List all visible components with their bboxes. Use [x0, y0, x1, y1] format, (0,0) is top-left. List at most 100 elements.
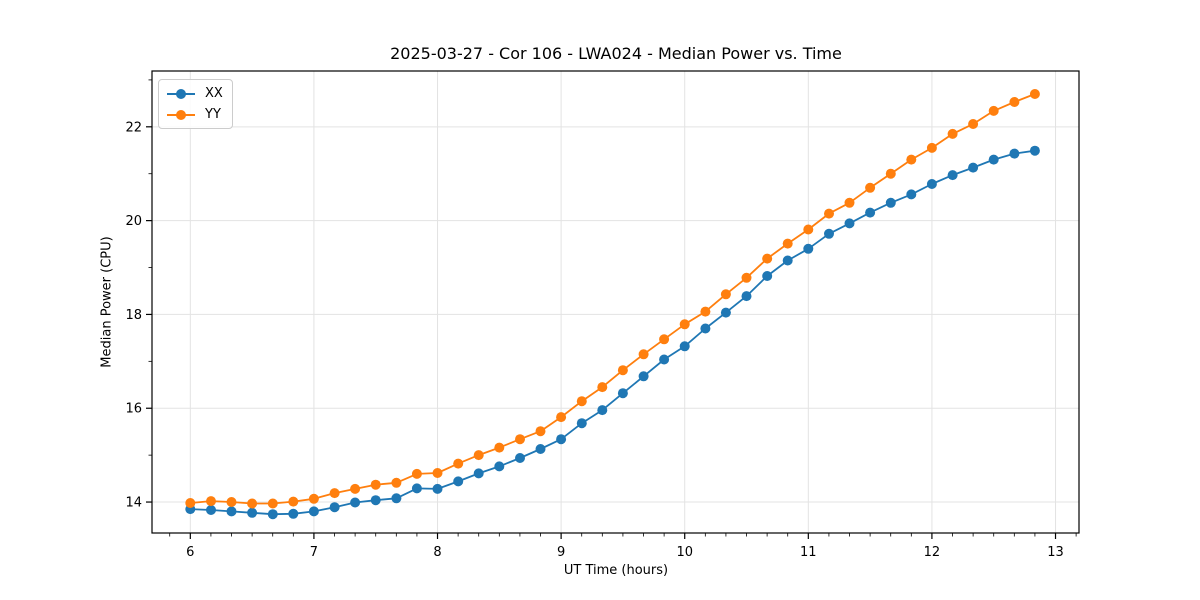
data-point-yy — [432, 468, 443, 478]
plot-frame — [151, 70, 1080, 534]
x-tick-label: 7 — [310, 545, 318, 560]
data-point-yy — [556, 412, 567, 423]
data-point-xx — [535, 444, 546, 454]
data-point-xx — [597, 405, 608, 416]
data-point-yy — [824, 208, 834, 219]
data-point-xx — [494, 461, 505, 472]
data-point-yy — [782, 238, 793, 249]
data-point-yy — [185, 498, 196, 508]
x-tick-label: 9 — [557, 545, 565, 560]
data-point-yy — [968, 119, 979, 129]
data-point-xx — [515, 453, 525, 463]
x-tick-label: 13 — [1047, 545, 1064, 560]
data-point-xx — [329, 502, 340, 513]
data-point-yy — [494, 442, 505, 453]
data-point-xx — [968, 162, 979, 173]
data-point-yy — [844, 197, 855, 208]
series-line-yy — [189, 93, 1036, 505]
data-point-yy — [865, 182, 876, 193]
data-point-xx — [350, 497, 361, 508]
data-point-xx — [885, 197, 896, 208]
data-point-yy — [617, 365, 628, 376]
data-point-xx — [844, 218, 855, 229]
data-point-xx — [308, 506, 319, 517]
data-point-yy — [741, 272, 752, 283]
data-point-xx — [700, 323, 711, 334]
data-point-yy — [1009, 97, 1020, 107]
data-point-yy — [370, 479, 381, 490]
data-point-yy — [453, 458, 464, 469]
data-point-yy — [391, 477, 402, 488]
data-point-yy — [679, 319, 690, 330]
data-point-xx — [267, 509, 278, 520]
data-point-yy — [947, 128, 958, 139]
data-point-xx — [865, 207, 876, 218]
data-point-xx — [741, 291, 752, 302]
legend-marker-yy-icon — [167, 109, 195, 120]
y-tick-label: 20 — [125, 214, 142, 229]
data-point-xx — [370, 495, 381, 506]
data-point-yy — [700, 306, 711, 317]
series-xx — [185, 145, 1040, 520]
y-tick-label: 22 — [125, 120, 142, 135]
data-point-xx — [247, 507, 258, 518]
data-point-xx — [453, 476, 464, 487]
data-point-xx — [411, 483, 422, 494]
data-point-xx — [556, 434, 567, 445]
data-point-xx — [803, 243, 814, 254]
data-point-yy — [226, 497, 237, 507]
y-tick-label: 18 — [125, 308, 142, 323]
data-point-xx — [226, 506, 237, 517]
data-point-xx — [576, 418, 587, 429]
data-point-xx — [638, 371, 649, 382]
series-yy — [185, 89, 1040, 509]
x-tick-label: 6 — [186, 545, 194, 560]
series-line-xx — [189, 149, 1036, 516]
data-point-yy — [885, 168, 896, 179]
legend-label-yy: YY — [205, 107, 221, 122]
data-point-yy — [597, 382, 608, 393]
legend: XX YY — [158, 79, 233, 129]
data-point-yy — [515, 434, 525, 445]
data-point-yy — [638, 349, 649, 360]
data-point-yy — [206, 496, 216, 507]
data-point-yy — [988, 105, 999, 116]
y-tick-label: 14 — [125, 496, 142, 511]
x-tick-label: 8 — [433, 545, 441, 560]
data-point-xx — [679, 341, 690, 352]
y-axis-label: Median Power (CPU) — [99, 236, 115, 368]
x-tick-label: 11 — [800, 545, 817, 560]
data-point-xx — [824, 228, 834, 239]
data-point-yy — [576, 396, 587, 407]
data-point-yy — [659, 334, 670, 345]
data-point-yy — [473, 450, 484, 461]
legend-item-xx: XX — [166, 84, 223, 103]
data-point-yy — [288, 496, 299, 507]
data-point-yy — [1029, 89, 1040, 99]
data-point-xx — [906, 189, 917, 200]
data-point-xx — [988, 154, 999, 165]
data-point-xx — [432, 483, 443, 494]
data-point-xx — [1009, 148, 1020, 159]
data-point-xx — [659, 354, 670, 365]
data-point-yy — [762, 253, 773, 264]
legend-label-xx: XX — [205, 86, 223, 101]
data-point-yy — [247, 498, 258, 509]
data-point-xx — [947, 170, 958, 181]
data-point-yy — [803, 224, 814, 235]
data-point-yy — [308, 493, 319, 504]
data-point-xx — [926, 179, 937, 189]
legend-marker-xx-icon — [167, 88, 195, 99]
data-point-yy — [906, 154, 917, 165]
chart-title: 2025-03-27 - Cor 106 - LWA024 - Median P… — [390, 44, 842, 63]
data-point-xx — [762, 271, 773, 281]
axis-ticks: 6 7 8 9 10 11 12 13 14 16 18 20 22 — [125, 79, 1077, 560]
data-point-xx — [288, 508, 299, 519]
data-point-xx — [782, 255, 793, 266]
data-point-xx — [206, 505, 216, 515]
data-point-yy — [720, 289, 731, 300]
x-tick-label: 10 — [676, 545, 693, 560]
data-point-xx — [1029, 145, 1040, 156]
data-point-yy — [535, 426, 546, 437]
